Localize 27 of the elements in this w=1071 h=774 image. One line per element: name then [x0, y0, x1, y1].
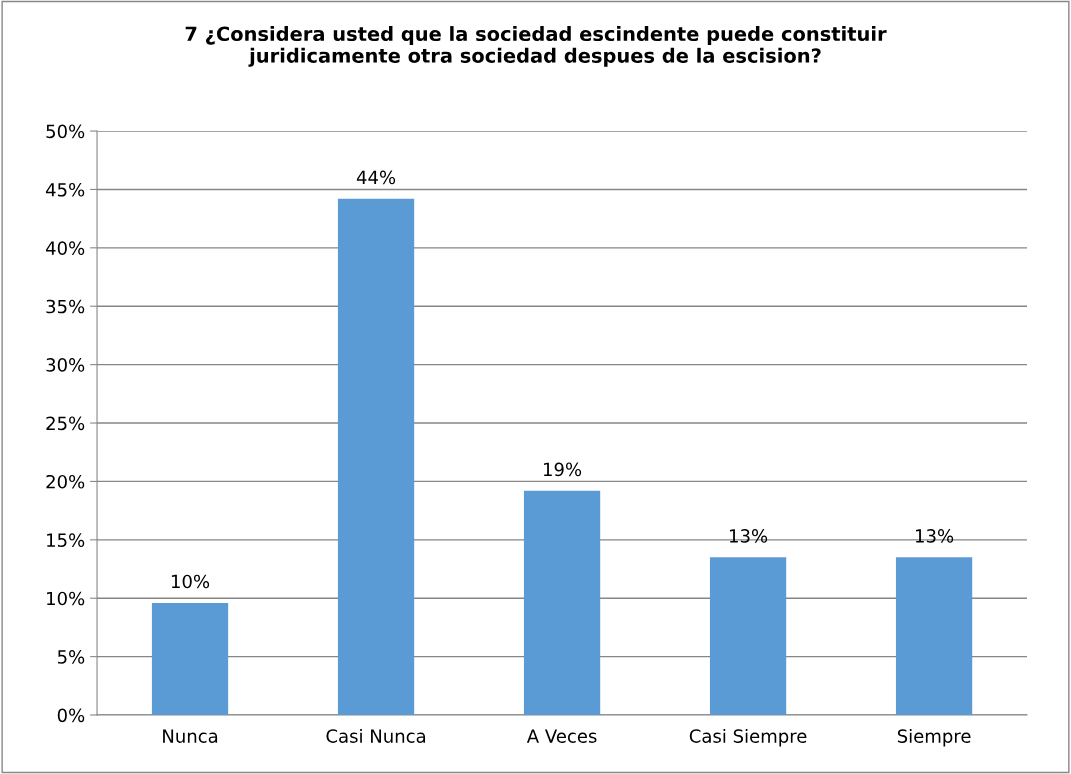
bar	[523, 490, 601, 716]
data-label: 10%	[171, 574, 210, 589]
x-tick-label: Casi Siempre	[689, 728, 807, 747]
bar	[709, 557, 787, 716]
y-tick-label: 25%	[46, 416, 85, 431]
data-label: 13%	[729, 529, 768, 543]
x-tick-label: Casi Nunca	[326, 728, 426, 743]
chart-title: 7 ¿Considera usted que la sociedad escindente puede constituir juridicamente otra sociedad despues de la escision?	[185, 26, 887, 67]
y-tick-label: 20%	[46, 474, 85, 489]
bar	[895, 557, 973, 716]
y-tick-label: 45%	[45, 182, 85, 197]
y-tick-label: 0%	[57, 708, 85, 723]
bar	[151, 602, 229, 716]
x-tick-label: A Veces	[526, 729, 597, 743]
data-label: 44%	[356, 170, 396, 185]
y-tick-label: 30%	[46, 358, 85, 372]
y-tick-label: 40%	[45, 241, 85, 255]
bar	[337, 198, 415, 716]
x-tick-label: Siempre	[897, 728, 971, 747]
y-tick-label: 15%	[47, 533, 85, 547]
data-label: 19%	[543, 462, 582, 477]
y-tick-label: 5%	[57, 650, 85, 664]
y-tick-label: 10%	[47, 591, 85, 606]
y-tick-label: 35%	[46, 299, 85, 314]
data-label: 13%	[916, 529, 954, 543]
y-tick-label: 50%	[46, 124, 85, 139]
x-tick-label: Nunca	[163, 729, 218, 743]
